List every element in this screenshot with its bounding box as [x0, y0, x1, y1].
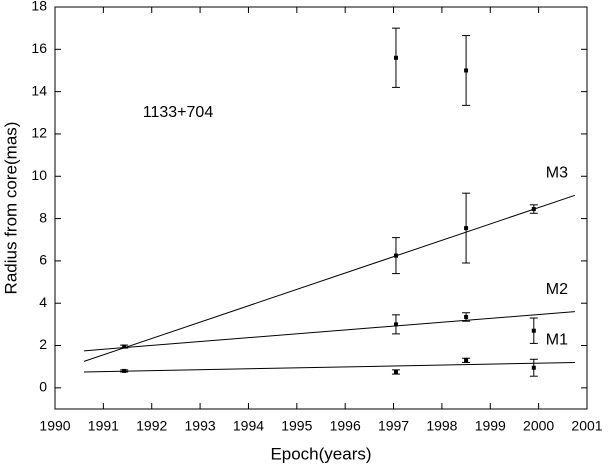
- point: [464, 68, 469, 73]
- point: [464, 358, 469, 363]
- point: [393, 55, 398, 60]
- point: [531, 365, 536, 370]
- x-tick-label: 1994: [233, 418, 264, 434]
- point: [531, 207, 536, 212]
- series-label: M1: [546, 332, 568, 349]
- point: [464, 226, 469, 231]
- y-axis-title: Radius from core(mas): [1, 122, 20, 295]
- x-tick-label: 1998: [426, 418, 457, 434]
- y-tick-label: 14: [31, 82, 47, 98]
- point: [393, 369, 398, 374]
- x-tick-label: 1995: [281, 418, 312, 434]
- x-tick-label: 1992: [136, 418, 167, 434]
- series-label: M3: [546, 165, 568, 182]
- point: [393, 253, 398, 258]
- plot-frame: [54, 6, 588, 410]
- y-tick-label: 16: [31, 40, 47, 56]
- x-tick-label: 2000: [523, 418, 554, 434]
- x-tick-label: 1993: [185, 418, 216, 434]
- point: [464, 314, 469, 319]
- fit-line: [83, 311, 575, 352]
- annotation: 1133+704: [143, 104, 214, 121]
- y-tick-label: 4: [39, 294, 47, 310]
- y-tick-label: 12: [31, 125, 47, 141]
- x-tick-label: 2001: [571, 418, 602, 434]
- point: [393, 322, 398, 327]
- y-tick-label: 6: [39, 252, 47, 268]
- fit-line: [83, 194, 576, 362]
- point: [122, 368, 127, 373]
- y-tick-label: 18: [31, 0, 47, 14]
- x-tick-label: 1997: [378, 418, 409, 434]
- fit-line: [84, 361, 575, 373]
- x-tick-label: 1990: [39, 418, 70, 434]
- x-tick-label: 1999: [475, 418, 506, 434]
- y-tick-label: 10: [31, 167, 47, 183]
- y-tick-label: 8: [39, 209, 47, 225]
- point: [531, 328, 536, 333]
- x-tick-label: 1996: [330, 418, 361, 434]
- point: [122, 344, 127, 349]
- series-label: M2: [546, 281, 568, 298]
- y-tick-label: 2: [39, 336, 47, 352]
- x-axis-title: Epoch(years): [270, 444, 371, 463]
- y-tick-label: 0: [39, 379, 47, 395]
- x-tick-label: 1991: [88, 418, 119, 434]
